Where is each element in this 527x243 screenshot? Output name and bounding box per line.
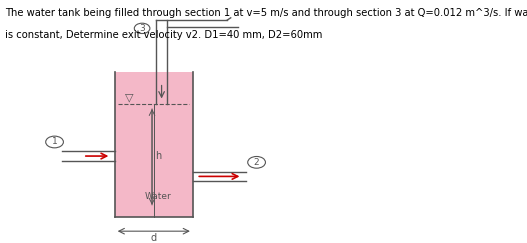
Text: 2: 2 <box>254 158 259 167</box>
Text: h: h <box>155 151 162 161</box>
Text: 3: 3 <box>139 24 145 33</box>
Text: is constant, Determine exit velocity v2. D1=40 mm, D2=60mm: is constant, Determine exit velocity v2.… <box>5 30 323 40</box>
FancyBboxPatch shape <box>115 72 193 217</box>
Text: 1: 1 <box>52 138 57 147</box>
Text: The water tank being filled through section 1 at v=5 m/s and through section 3 a: The water tank being filled through sect… <box>5 9 527 18</box>
Text: d: d <box>151 233 157 243</box>
Text: Water: Water <box>144 192 171 201</box>
Text: ▽: ▽ <box>125 93 133 103</box>
